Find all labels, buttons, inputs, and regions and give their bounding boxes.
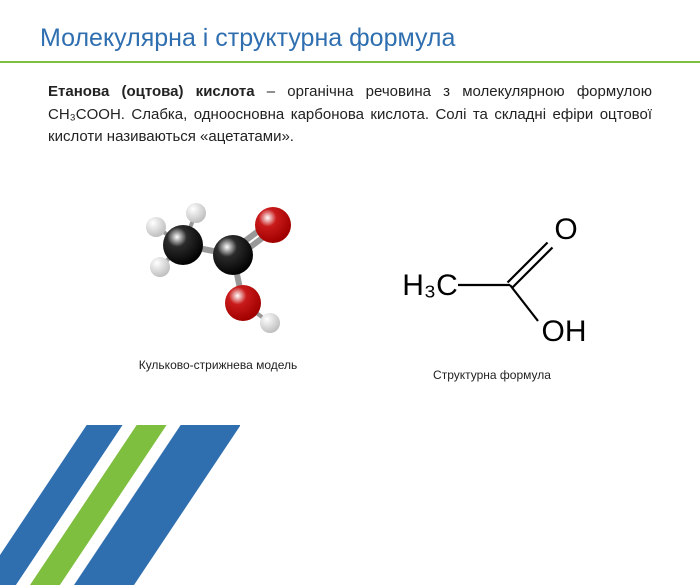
page-title: Молекулярна і структурна формула	[40, 24, 660, 53]
svg-text:H₃C: H₃C	[402, 269, 458, 302]
corner-accent	[0, 425, 240, 585]
figures-row: Кульково-стрижнева модель H₃C O OH Структу…	[48, 175, 652, 435]
caption-structural: Структурна формула	[382, 368, 602, 382]
figure-ball-stick: Кульково-стрижнева модель	[108, 175, 328, 372]
title-bar: Молекулярна і структурна формула	[0, 0, 700, 63]
caption-ball-stick: Кульково-стрижнева модель	[108, 358, 328, 372]
structural-svg: H₃C O OH	[392, 205, 592, 355]
ball-stick-svg	[118, 175, 318, 345]
figure-structural: H₃C O OH Структурна формула	[382, 205, 602, 382]
body: Етанова (оцтова) кислота – органічна реч…	[0, 63, 700, 435]
svg-text:O: O	[554, 213, 577, 246]
svg-text:OH: OH	[542, 315, 587, 348]
lead-term: Етанова (оцтова) кислота	[48, 83, 255, 100]
description-paragraph: Етанова (оцтова) кислота – органічна реч…	[48, 81, 652, 149]
